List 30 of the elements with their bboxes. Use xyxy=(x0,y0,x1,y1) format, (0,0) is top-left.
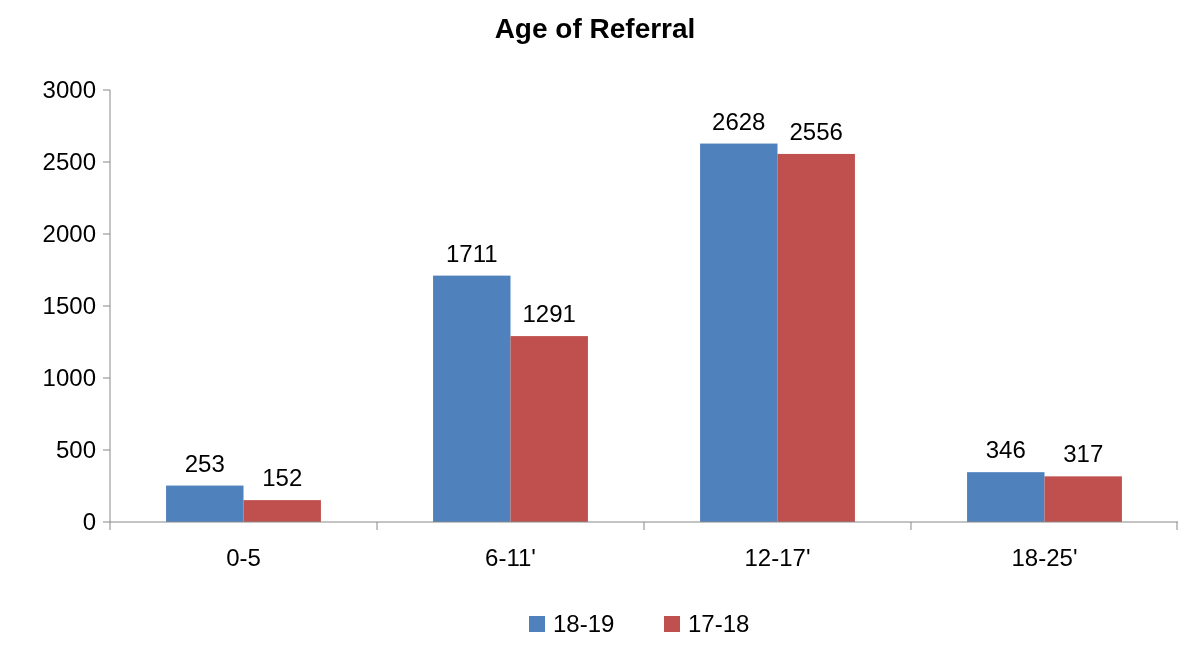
y-tick-label: 1500 xyxy=(42,292,96,319)
y-tick-label: 1000 xyxy=(42,364,96,391)
y-tick-label: 3000 xyxy=(42,76,96,103)
bar xyxy=(700,143,778,522)
bar xyxy=(433,275,511,522)
legend-label: 17-18 xyxy=(688,610,750,637)
bar xyxy=(967,472,1045,522)
data-label: 1711 xyxy=(445,239,498,267)
legend-label: 18-19 xyxy=(553,610,615,637)
y-tick-label: 0 xyxy=(82,508,96,535)
x-tick-label: 12-17' xyxy=(744,544,811,571)
y-tick-label: 2000 xyxy=(42,220,96,247)
x-tick-label: 18-25' xyxy=(1011,544,1078,571)
y-tick-label: 2500 xyxy=(42,148,96,175)
bar xyxy=(1044,476,1122,522)
data-label: 2556 xyxy=(789,117,843,145)
data-label: 317 xyxy=(1063,440,1104,468)
chart-title: Age of Referral xyxy=(494,13,696,44)
y-tick-label: 500 xyxy=(55,436,96,463)
x-tick-label: 0-5 xyxy=(226,544,261,571)
x-tick-label: 6-11' xyxy=(485,544,536,571)
data-label: 253 xyxy=(184,449,225,477)
bar xyxy=(243,500,321,522)
data-label: 1291 xyxy=(522,300,576,328)
data-label: 152 xyxy=(262,464,303,492)
bar xyxy=(166,485,244,522)
bar xyxy=(510,336,588,522)
data-label: 346 xyxy=(985,436,1026,464)
data-label: 2628 xyxy=(712,107,766,135)
bar xyxy=(777,153,855,522)
